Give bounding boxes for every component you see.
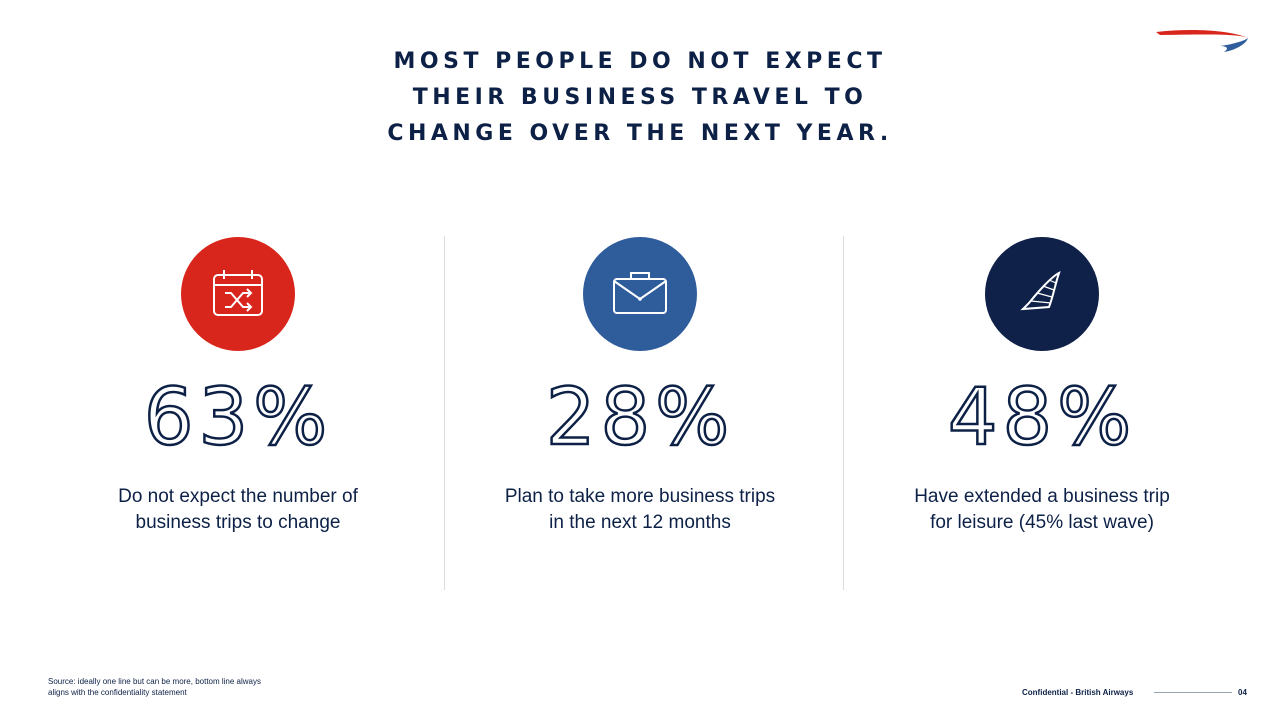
confidentiality-statement: Confidential - British Airways (1022, 688, 1134, 697)
description-line: Plan to take more business trips (504, 486, 776, 507)
page-number: 04 (1238, 688, 1247, 697)
title-line: THEIR BUSINESS TRAVEL TO (412, 85, 868, 110)
stat-value: 63% (143, 373, 333, 463)
source-line: Source: ideally one line but can be more… (48, 677, 262, 686)
stat-icon-circle (583, 237, 697, 351)
description-line: in the next 12 months (549, 512, 731, 533)
stat-value: 48% (947, 373, 1137, 463)
description-line: Have extended a business trip (914, 486, 1170, 507)
column-divider (843, 236, 844, 590)
stat-description: Plan to take more business trips in the … (490, 484, 790, 536)
description-line: for leisure (45% last wave) (930, 512, 1154, 533)
source-note: Source: ideally one line but can be more… (48, 676, 261, 698)
stat-description: Have extended a business trip for leisur… (892, 484, 1192, 536)
speedmarque-logo (1150, 24, 1250, 56)
stat-icon-circle (181, 237, 295, 351)
description-line: business trips to change (135, 512, 341, 533)
calendar-shuffle-icon (181, 237, 295, 351)
source-line: aligns with the confidentiality statemen… (48, 688, 187, 697)
sail-icon (985, 237, 1099, 351)
slide-title: MOST PEOPLE DO NOT EXPECT THEIR BUSINESS… (340, 44, 940, 152)
stat-value: 28% (545, 373, 735, 463)
footer-rule (1154, 692, 1232, 693)
stat-description: Do not expect the number of business tri… (88, 484, 388, 536)
title-line: CHANGE OVER THE NEXT YEAR. (387, 121, 893, 146)
stat-card: 48% Have extended a business trip for le… (892, 236, 1192, 576)
stat-card: 63% Do not expect the number of business… (88, 236, 388, 576)
column-divider (444, 236, 445, 590)
description-line: Do not expect the number of (118, 486, 358, 507)
title-line: MOST PEOPLE DO NOT EXPECT (393, 49, 887, 74)
stat-card: 28% Plan to take more business trips in … (490, 236, 790, 576)
briefcase-icon (583, 237, 697, 351)
stat-icon-circle (985, 237, 1099, 351)
